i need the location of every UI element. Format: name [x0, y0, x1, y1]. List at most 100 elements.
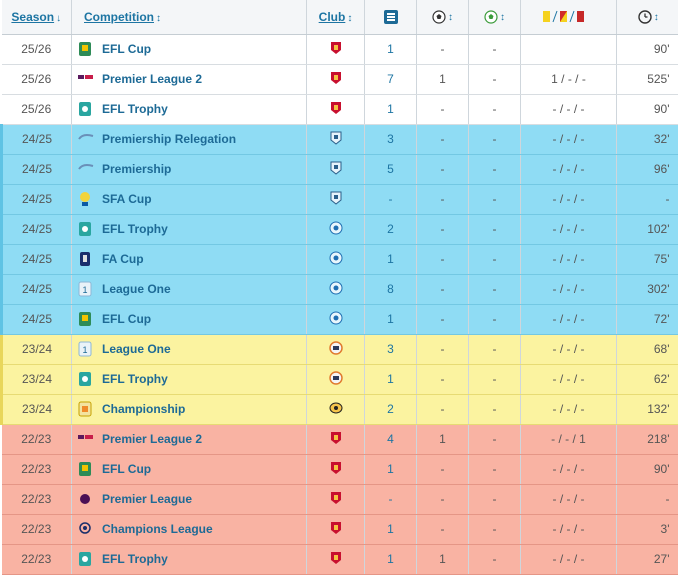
champions-league-logo-icon[interactable] — [78, 521, 92, 537]
competition-header[interactable]: Competition↕ — [72, 0, 307, 34]
appearances-cell[interactable]: 1 — [365, 244, 417, 274]
wigan-crest-icon[interactable] — [329, 221, 343, 235]
sort-icon[interactable]: ↕ — [448, 12, 453, 23]
appearances-cell[interactable]: 7 — [365, 64, 417, 94]
appearances-cell[interactable]: 1 — [365, 34, 417, 64]
appearances-cell[interactable]: - — [365, 484, 417, 514]
assists-header[interactable]: ↕ — [469, 0, 521, 34]
sort-icon[interactable]: ↕ — [500, 12, 505, 23]
appearances-cell[interactable]: 2 — [365, 394, 417, 424]
kilmarnock-crest-icon[interactable] — [329, 161, 343, 175]
premier-league-2-logo-icon[interactable] — [78, 431, 92, 447]
competition-link[interactable]: FA Cup — [102, 252, 144, 266]
competition-cell: EFL Cup — [72, 454, 307, 484]
appearances-header[interactable] — [365, 0, 417, 34]
sort-icon[interactable]: ↕ — [347, 13, 352, 24]
appearances-cell[interactable]: 1 — [365, 364, 417, 394]
club-sort-link[interactable]: Club — [319, 10, 346, 24]
appearances-cell[interactable]: 3 — [365, 334, 417, 364]
appearances-cell[interactable]: 1 — [365, 94, 417, 124]
minutes-cell: 72' — [617, 304, 678, 334]
appearances-cell[interactable]: 5 — [365, 154, 417, 184]
competition-link[interactable]: Premier League 2 — [102, 432, 202, 446]
wigan-crest-icon[interactable] — [329, 311, 343, 325]
goals-cell: 1 — [417, 424, 469, 454]
sfa-cup-logo-icon[interactable] — [78, 191, 92, 207]
liverpool-crest-icon[interactable] — [329, 71, 343, 85]
liverpool-crest-icon[interactable] — [329, 431, 343, 445]
efl-trophy-logo-icon[interactable] — [78, 221, 92, 237]
competition-link[interactable]: Championship — [102, 402, 185, 416]
assists-icon[interactable] — [484, 10, 498, 24]
efl-cup-logo-icon[interactable] — [78, 461, 92, 477]
league-one-logo-icon[interactable]: 1 — [78, 341, 92, 357]
efl-trophy-logo-icon[interactable] — [78, 101, 92, 117]
competition-link[interactable]: Premiership Relegation — [102, 132, 236, 146]
competition-link[interactable]: EFL Trophy — [102, 102, 168, 116]
liverpool-crest-icon[interactable] — [329, 551, 343, 565]
goals-icon[interactable] — [432, 10, 446, 24]
bolton-crest-icon[interactable] — [329, 371, 343, 385]
season-header[interactable]: Season↓ — [2, 0, 72, 34]
competition-link[interactable]: League One — [102, 342, 171, 356]
competition-link[interactable]: Premier League — [102, 492, 192, 506]
premier-league-2-logo-icon[interactable] — [78, 71, 92, 87]
championship-logo-icon[interactable] — [78, 401, 92, 417]
premier-league-logo-icon[interactable] — [78, 491, 92, 507]
competition-link[interactable]: EFL Trophy — [102, 552, 168, 566]
appearances-cell[interactable]: 4 — [365, 424, 417, 454]
efl-trophy-logo-icon[interactable] — [78, 371, 92, 387]
cards-icon[interactable] — [541, 10, 597, 24]
efl-cup-logo-icon[interactable] — [78, 41, 92, 57]
league-one-logo-icon[interactable]: 1 — [78, 281, 92, 297]
competition-link[interactable]: Champions League — [102, 522, 213, 536]
competition-sort-link[interactable]: Competition — [84, 10, 154, 24]
efl-trophy-logo-icon[interactable] — [78, 551, 92, 567]
kilmarnock-crest-icon[interactable] — [329, 131, 343, 145]
appearances-cell[interactable]: 1 — [365, 304, 417, 334]
appearances-cell[interactable]: 2 — [365, 214, 417, 244]
competition-link[interactable]: EFL Trophy — [102, 372, 168, 386]
premiership-logo-icon[interactable] — [78, 131, 92, 147]
premiership-logo-icon[interactable] — [78, 161, 92, 177]
goals-header[interactable]: ↕ — [417, 0, 469, 34]
sort-down-icon[interactable]: ↓ — [56, 13, 61, 24]
fa-cup-logo-icon[interactable] — [78, 251, 92, 267]
season-sort-link[interactable]: Season — [11, 10, 54, 24]
appearances-cell[interactable]: 1 — [365, 514, 417, 544]
competition-link[interactable]: Premier League 2 — [102, 72, 202, 86]
competition-link[interactable]: EFL Trophy — [102, 222, 168, 236]
sort-icon[interactable]: ↕ — [654, 12, 659, 23]
wigan-crest-icon[interactable] — [329, 251, 343, 265]
liverpool-crest-icon[interactable] — [329, 491, 343, 505]
appearances-cell[interactable]: 1 — [365, 454, 417, 484]
competition-link[interactable]: EFL Cup — [102, 462, 151, 476]
liverpool-crest-icon[interactable] — [329, 41, 343, 55]
competition-link[interactable]: EFL Cup — [102, 42, 151, 56]
appearances-cell[interactable]: 3 — [365, 124, 417, 154]
minutes-header[interactable]: ↕ — [617, 0, 678, 34]
appearances-cell[interactable]: 1 — [365, 544, 417, 574]
sort-icon[interactable]: ↕ — [156, 13, 161, 24]
competition-cell: SFA Cup — [72, 184, 307, 214]
liverpool-crest-icon[interactable] — [329, 461, 343, 475]
wigan-crest-icon[interactable] — [329, 281, 343, 295]
clock-icon[interactable] — [638, 10, 652, 24]
liverpool-crest-icon[interactable] — [329, 521, 343, 535]
competition-link[interactable]: League One — [102, 282, 171, 296]
competition-link[interactable]: SFA Cup — [102, 192, 152, 206]
liverpool-crest-icon[interactable] — [329, 101, 343, 115]
appearances-cell[interactable]: 8 — [365, 274, 417, 304]
club-header[interactable]: Club↕ — [307, 0, 365, 34]
efl-cup-logo-icon[interactable] — [78, 311, 92, 327]
cards-header[interactable] — [521, 0, 617, 34]
appearances-cell[interactable]: - — [365, 184, 417, 214]
goals-cell: - — [417, 244, 469, 274]
bolton-crest-icon[interactable] — [329, 341, 343, 355]
competition-link[interactable]: EFL Cup — [102, 312, 151, 326]
appearances-icon[interactable] — [383, 9, 399, 25]
competition-link[interactable]: Premiership — [102, 162, 171, 176]
hull-crest-icon[interactable] — [329, 401, 343, 415]
kilmarnock-crest-icon[interactable] — [329, 191, 343, 205]
